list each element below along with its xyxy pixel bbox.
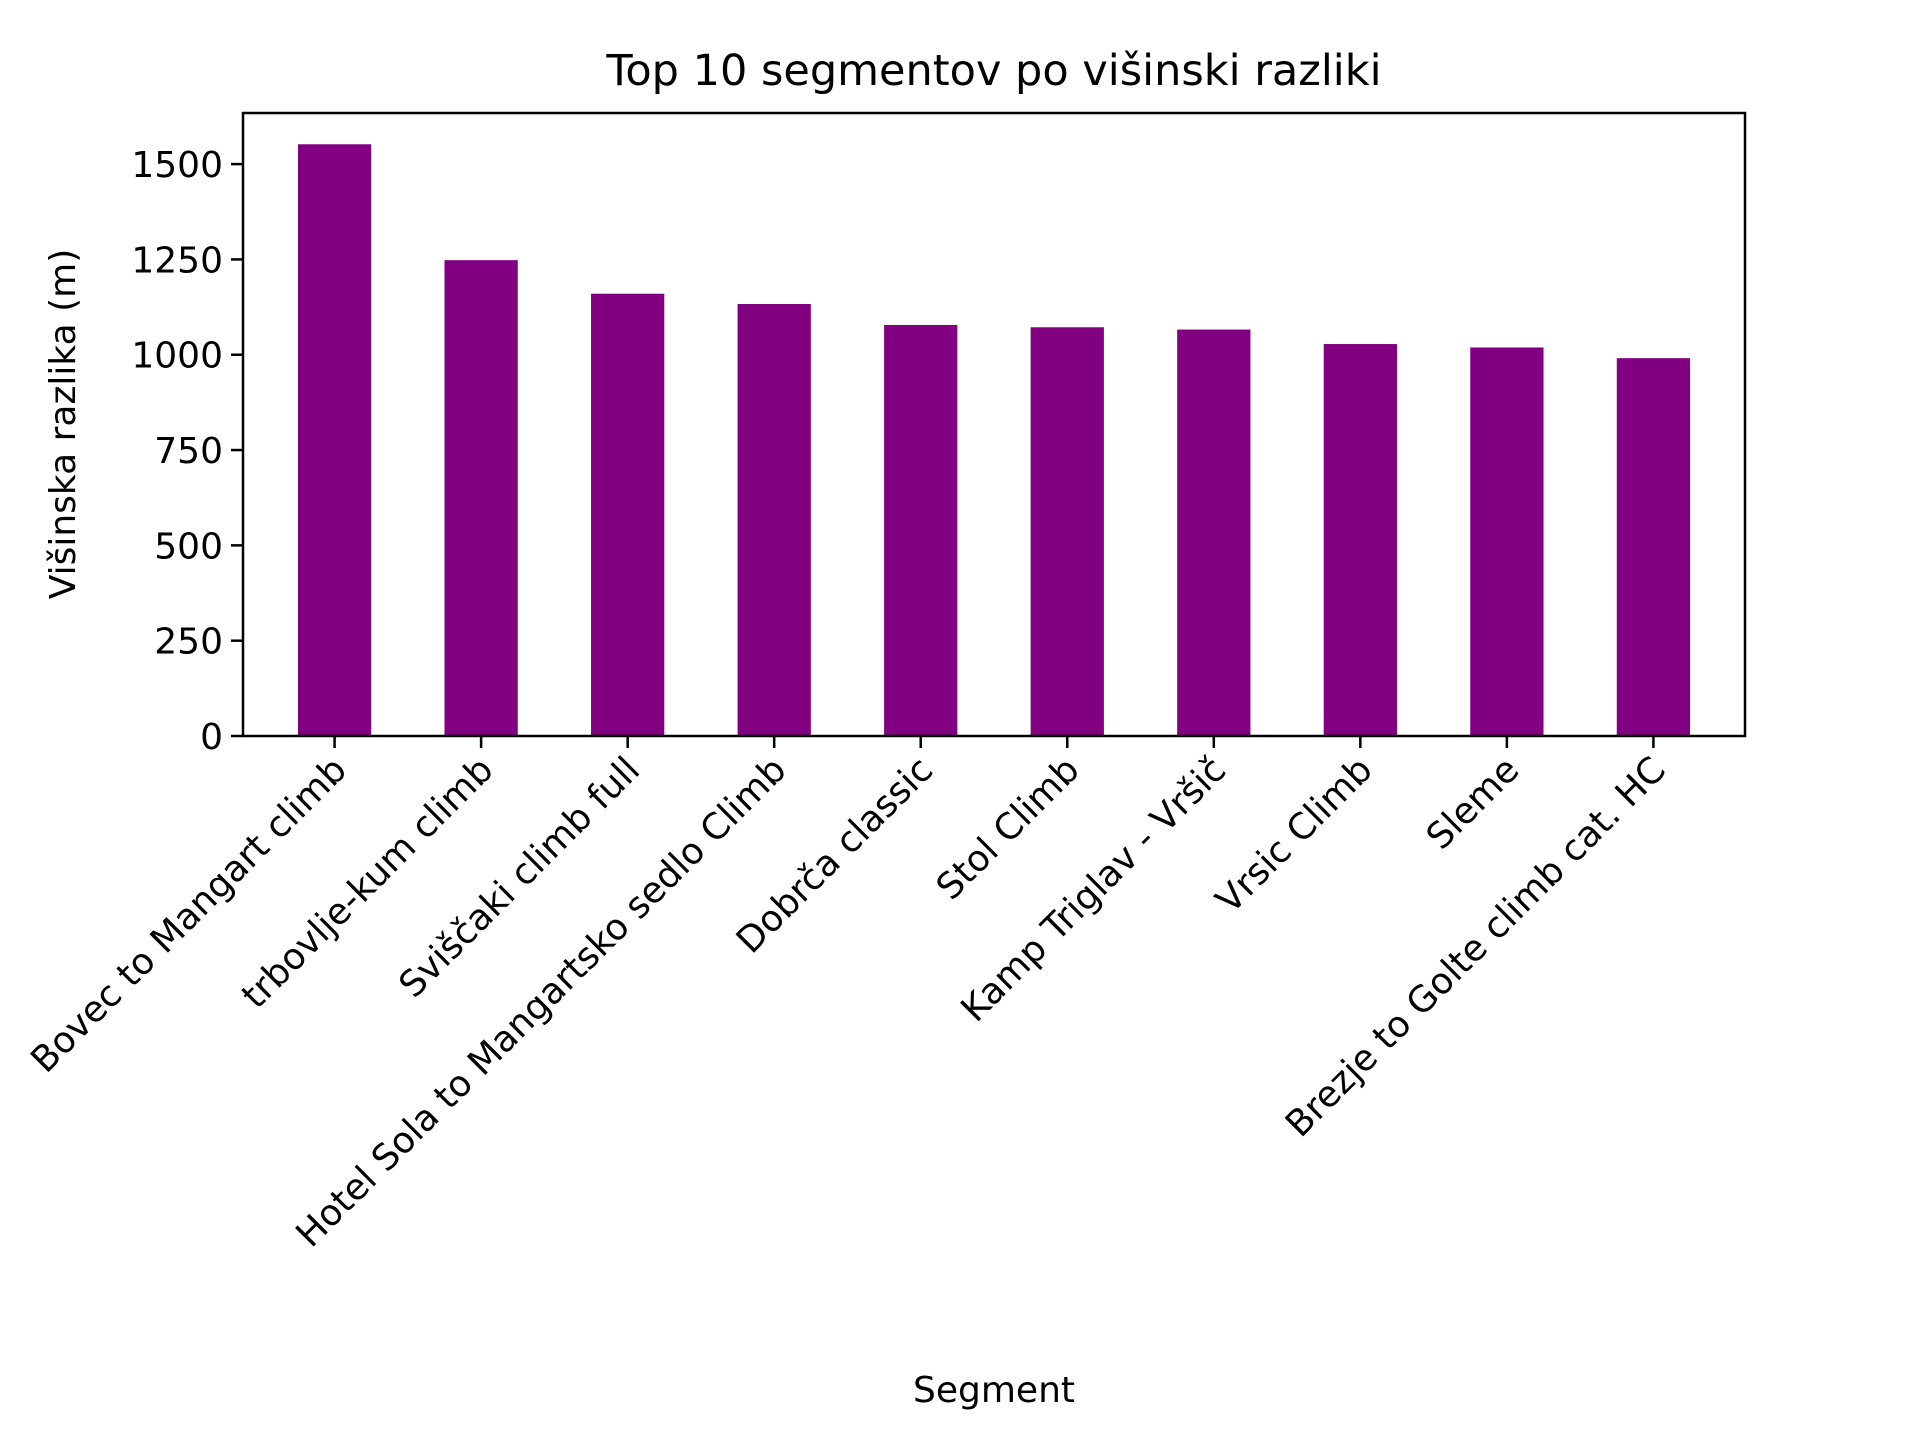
y-tick-label: 1000	[131, 336, 223, 377]
bar	[591, 293, 665, 736]
bar	[1323, 344, 1397, 736]
plot-frame	[241, 111, 1747, 738]
bar	[1030, 327, 1104, 736]
y-tick-label: 1250	[131, 240, 223, 281]
bar	[737, 304, 811, 736]
chart-title: Top 10 segmentov po višinski razliki	[605, 46, 1381, 96]
bar	[1470, 347, 1544, 736]
bar	[1177, 329, 1251, 736]
y-tick-label: 0	[200, 717, 223, 758]
y-tick-label: 750	[154, 431, 223, 472]
bar	[297, 144, 372, 736]
y-axis-label: Višinska razlika (m)	[43, 249, 84, 600]
y-tick-label: 500	[154, 526, 223, 567]
bars	[297, 144, 1691, 736]
y-axis: 0 250 500 750 1000 1250 1500	[131, 145, 243, 758]
bar	[1616, 358, 1691, 736]
bar	[444, 260, 518, 736]
y-tick-label: 1500	[131, 145, 223, 186]
x-axis-label: Segment	[913, 1370, 1075, 1411]
y-tick-label: 250	[154, 622, 223, 663]
bar	[884, 324, 958, 736]
